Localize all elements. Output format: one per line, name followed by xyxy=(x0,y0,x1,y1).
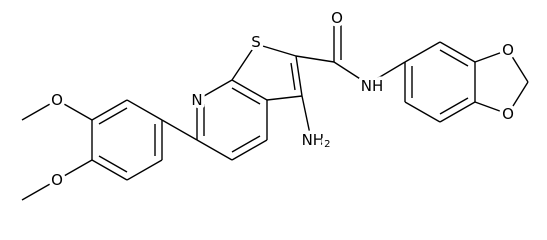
atom-label: O xyxy=(502,105,514,123)
atom-label: S xyxy=(251,33,261,51)
atom-label: NH2 xyxy=(302,131,331,150)
atom-label: N xyxy=(191,91,202,109)
atom-label: O xyxy=(51,171,63,189)
page: O S N NH NH2 O O O O (() => { const data… xyxy=(21,6,529,201)
atom-label: NH xyxy=(361,77,384,95)
atom-label: O xyxy=(51,91,63,109)
molecule: O S N NH NH2 O O O O xyxy=(21,6,529,201)
atom-label-subscript: 2 xyxy=(324,139,330,150)
bonds xyxy=(21,20,529,201)
atom-labels: O S N NH NH2 O O O O xyxy=(48,6,518,193)
atom-label-main: NH xyxy=(302,131,325,149)
atom-label: O xyxy=(502,41,514,59)
atom-label: O xyxy=(331,9,343,27)
